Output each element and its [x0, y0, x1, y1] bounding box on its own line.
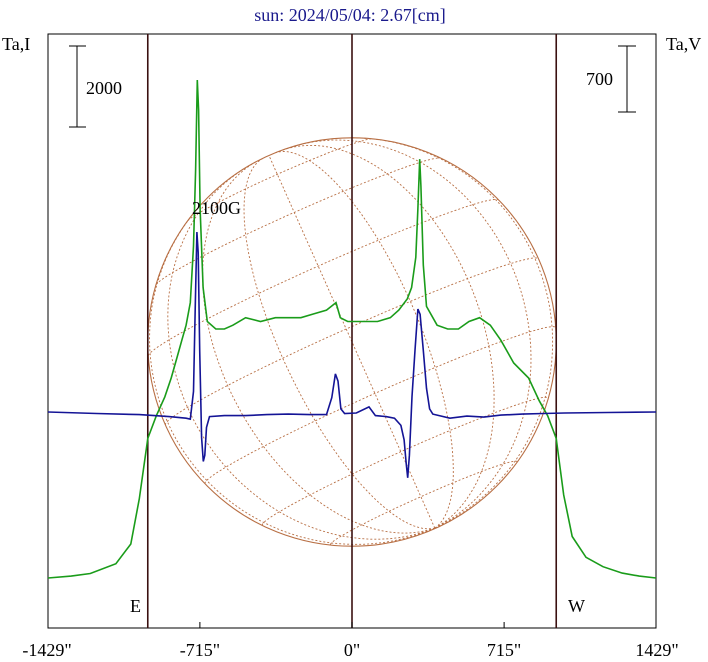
- longitude-line: [294, 139, 532, 529]
- longitude-line: [149, 204, 436, 545]
- series-line-ta-v: [47, 231, 657, 478]
- right-scale-label: 700: [586, 69, 613, 89]
- x-tick-label: 0": [344, 640, 360, 660]
- series-line-ta-i: [47, 79, 657, 579]
- right-axis-label: Ta,V: [666, 34, 701, 54]
- longitude-line: [275, 151, 454, 529]
- latitude-line: [147, 198, 499, 356]
- latitude-line: [330, 460, 518, 545]
- right-scale-bar: [618, 45, 636, 113]
- latitude-line: [261, 396, 549, 526]
- limb-markers: [146, 34, 558, 628]
- longitude-line: [167, 168, 436, 540]
- west-label: W: [568, 596, 585, 616]
- east-label: E: [130, 596, 141, 616]
- longitude-line: [243, 158, 435, 530]
- chart-title: sun: 2024/05/04: 2.67[cm]: [254, 5, 446, 25]
- longitude-line: [281, 144, 495, 529]
- left-scale-bar: [69, 45, 86, 128]
- latitude-line: [204, 326, 556, 484]
- x-axis: -1429" -715" 0" 715" 1429": [22, 622, 679, 660]
- longitude-line: [268, 155, 436, 529]
- left-axis-label: Ta,I: [2, 34, 30, 54]
- x-tick-label: 1429": [635, 640, 678, 660]
- x-tick-label: -715": [180, 640, 220, 660]
- latitude-line: [187, 138, 372, 222]
- longitude-line: [202, 161, 436, 534]
- left-scale-label: 2000: [86, 78, 122, 98]
- x-tick-label: 715": [487, 640, 521, 660]
- annotation-2100g: 2100G: [192, 198, 241, 218]
- longitude-line: [350, 137, 554, 529]
- x-tick-label: -1429": [22, 640, 71, 660]
